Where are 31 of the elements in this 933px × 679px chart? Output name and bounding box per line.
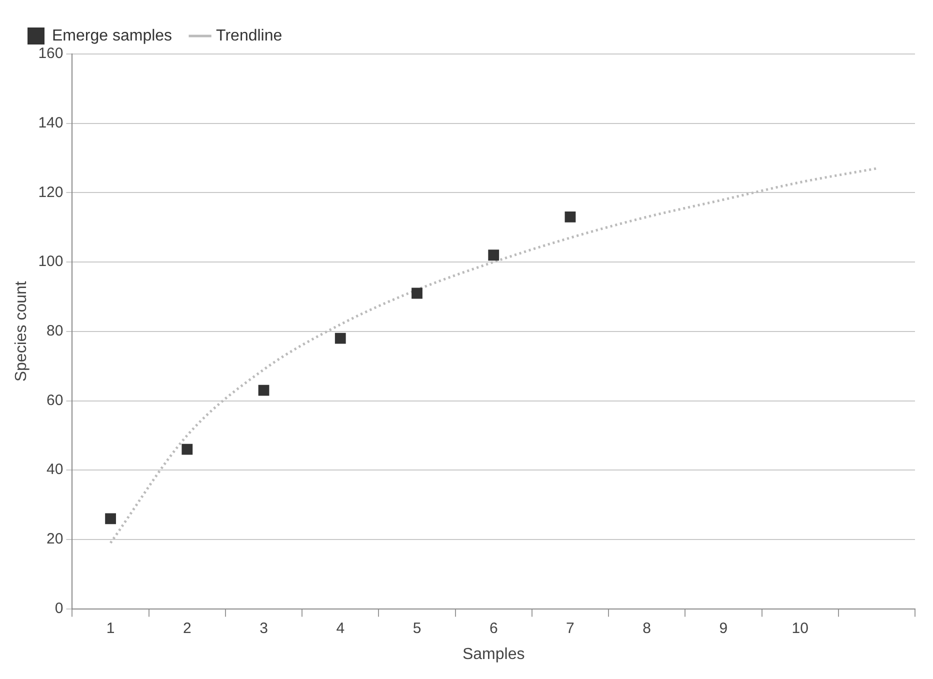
y-tick-label: 20	[46, 530, 64, 548]
x-tick-label: 10	[792, 620, 808, 637]
y-tick-label: 120	[38, 184, 64, 201]
x-tick-label: 2	[182, 620, 192, 637]
x-tick-label: 4	[336, 620, 345, 637]
y-tick-label: 140	[38, 114, 64, 132]
legend-label: Emerge samples	[52, 27, 172, 44]
y-tick-label: 0	[54, 600, 64, 617]
y-tick-label: 160	[38, 45, 64, 62]
y-tick-label: 60	[46, 392, 64, 409]
y-axis-title: Species count	[13, 280, 30, 382]
x-tick-label: 7	[566, 620, 574, 637]
point	[564, 212, 576, 222]
x-tick-label: 9	[719, 620, 728, 637]
line-series	[109, 167, 878, 544]
x-tick-label: 8	[642, 620, 652, 637]
x-tick-label: 1	[106, 620, 115, 637]
x-tick-label: 3	[260, 620, 268, 637]
point	[258, 384, 270, 396]
point	[412, 288, 422, 299]
point	[105, 513, 116, 524]
legend-label: Trendline	[216, 27, 282, 44]
x-tick-label: 6	[489, 620, 498, 637]
x-axis-title: Samples	[462, 646, 525, 663]
point	[488, 250, 500, 261]
x-tick-label: 5	[412, 620, 422, 637]
y-tick-label: 100	[38, 253, 64, 270]
y-tick-label: 80	[46, 322, 64, 340]
point	[334, 332, 346, 344]
point	[182, 444, 193, 455]
y-tick-label: 40	[46, 461, 64, 478]
